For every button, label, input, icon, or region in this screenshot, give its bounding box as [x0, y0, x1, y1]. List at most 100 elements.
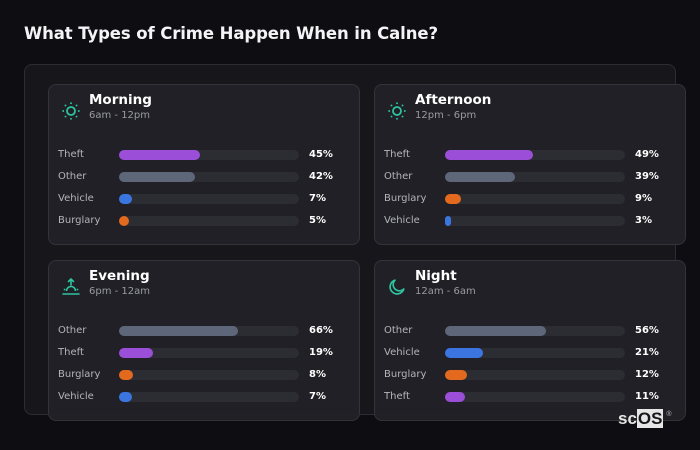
bar-fill	[445, 150, 534, 160]
card-time-range: 6pm - 12am	[89, 286, 151, 297]
bar-track	[119, 348, 299, 358]
bar-row: Burglary 12%	[375, 367, 685, 389]
card-title: Evening	[89, 268, 150, 284]
bar-value: 7%	[309, 193, 326, 204]
bar-track	[119, 172, 299, 182]
bar-fill	[445, 194, 462, 204]
bar-fill	[119, 172, 195, 182]
bar-label: Theft	[384, 149, 410, 160]
bar-fill	[119, 326, 238, 336]
bar-label: Theft	[384, 391, 410, 402]
bar-value: 45%	[309, 149, 333, 160]
bar-fill	[119, 150, 200, 160]
bar-fill	[119, 194, 132, 204]
bar-value: 12%	[635, 369, 659, 380]
bar-row: Burglary 5%	[49, 213, 359, 235]
bar-fill	[445, 172, 516, 182]
bar-track	[445, 172, 625, 182]
bar-row: Other 66%	[49, 323, 359, 345]
bar-value: 11%	[635, 391, 659, 402]
sunset-icon	[61, 277, 81, 297]
bar-row: Vehicle 3%	[375, 213, 685, 235]
bar-fill	[445, 392, 465, 402]
moon-icon	[387, 277, 407, 297]
bar-row: Burglary 8%	[49, 367, 359, 389]
bar-row: Theft 45%	[49, 147, 359, 169]
bar-value: 42%	[309, 171, 333, 182]
bar-value: 56%	[635, 325, 659, 336]
bar-label: Burglary	[384, 369, 427, 380]
bar-fill	[119, 216, 129, 226]
bar-track	[119, 326, 299, 336]
bar-fill	[119, 348, 154, 358]
bar-row: Burglary 9%	[375, 191, 685, 213]
bar-fill	[445, 370, 467, 380]
bar-value: 5%	[309, 215, 326, 226]
bar-row: Theft 49%	[375, 147, 685, 169]
bar-track	[119, 370, 299, 380]
card-evening: Evening 6pm - 12am Other 66% Theft 19% Burglar…	[48, 260, 360, 421]
bar-track	[119, 392, 299, 402]
card-time-range: 12am - 6am	[415, 286, 476, 297]
bar-label: Vehicle	[58, 193, 94, 204]
bar-track	[119, 150, 299, 160]
bar-fill	[119, 370, 134, 380]
bar-track	[445, 194, 625, 204]
bar-value: 9%	[635, 193, 652, 204]
bar-value: 3%	[635, 215, 652, 226]
card-morning: Morning 6am - 12pm Theft 45% Other 42% Vehicle…	[48, 84, 360, 245]
bar-list: Other 56% Vehicle 21% Burglary 12% Theft 11%	[375, 323, 685, 411]
bar-label: Burglary	[58, 215, 101, 226]
bar-label: Theft	[58, 347, 84, 358]
card-afternoon: Afternoon 12pm - 6pm Theft 49% Other 39% Burgl…	[374, 84, 686, 245]
bar-row: Vehicle 7%	[49, 191, 359, 213]
bar-value: 8%	[309, 369, 326, 380]
bar-value: 19%	[309, 347, 333, 358]
bar-fill	[445, 326, 546, 336]
bar-row: Other 42%	[49, 169, 359, 191]
bar-row: Theft 19%	[49, 345, 359, 367]
bar-label: Vehicle	[384, 347, 420, 358]
bar-row: Vehicle 21%	[375, 345, 685, 367]
bar-list: Other 66% Theft 19% Burglary 8% Vehicle 7%	[49, 323, 359, 411]
bar-label: Vehicle	[384, 215, 420, 226]
logo-highlight: OS	[636, 409, 664, 428]
card-night: Night 12am - 6am Other 56% Vehicle 21% Burglar…	[374, 260, 686, 421]
bar-fill	[119, 392, 132, 402]
bar-value: 49%	[635, 149, 659, 160]
bar-list: Theft 45% Other 42% Vehicle 7% Burglary 5%	[49, 147, 359, 235]
bar-track	[445, 326, 625, 336]
card-time-range: 12pm - 6pm	[415, 110, 477, 121]
bar-label: Vehicle	[58, 391, 94, 402]
bar-fill	[445, 216, 451, 226]
bar-value: 7%	[309, 391, 326, 402]
bar-track	[445, 370, 625, 380]
bar-label: Other	[384, 171, 413, 182]
bar-value: 39%	[635, 171, 659, 182]
bar-row: Other 56%	[375, 323, 685, 345]
bar-track	[119, 216, 299, 226]
bar-row: Theft 11%	[375, 389, 685, 411]
bar-track	[445, 216, 625, 226]
bar-row: Other 39%	[375, 169, 685, 191]
bar-list: Theft 49% Other 39% Burglary 9% Vehicle 3%	[375, 147, 685, 235]
card-time-range: 6am - 12pm	[89, 110, 151, 121]
bar-track	[445, 348, 625, 358]
bar-label: Theft	[58, 149, 84, 160]
bar-track	[445, 392, 625, 402]
bar-label: Burglary	[58, 369, 101, 380]
bar-label: Other	[58, 325, 87, 336]
card-title: Morning	[89, 92, 152, 108]
sun-icon	[387, 101, 407, 121]
bar-label: Burglary	[384, 193, 427, 204]
bar-label: Other	[384, 325, 413, 336]
logo-prefix: sc	[618, 409, 637, 428]
sun-icon	[61, 101, 81, 121]
card-title: Afternoon	[415, 92, 492, 108]
bar-label: Other	[58, 171, 87, 182]
page-title: What Types of Crime Happen When in Calne…	[24, 24, 438, 43]
bar-track	[119, 194, 299, 204]
bar-fill	[445, 348, 483, 358]
bar-value: 66%	[309, 325, 333, 336]
